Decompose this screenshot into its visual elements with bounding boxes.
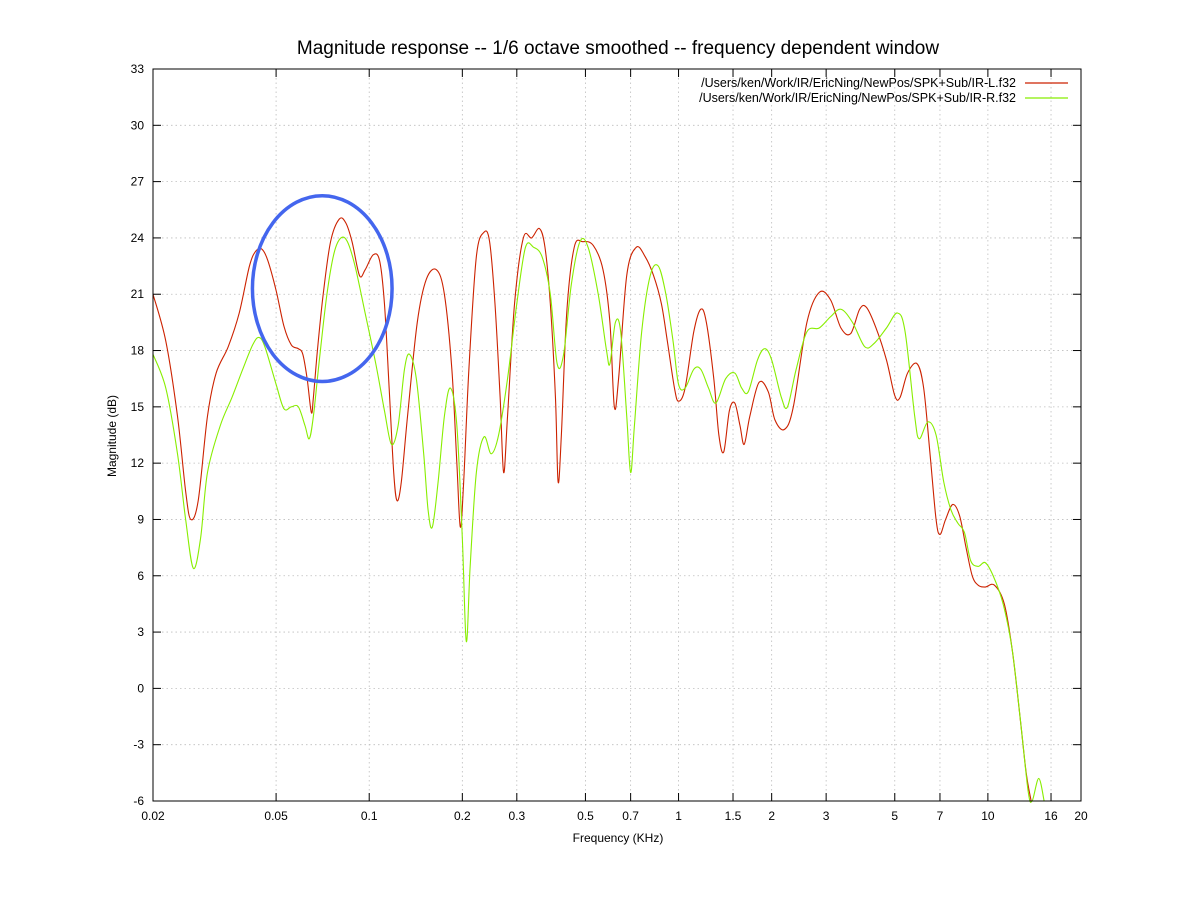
y-tick-label: 0 xyxy=(137,681,144,695)
y-tick-label: 18 xyxy=(131,344,145,358)
y-tick-label: 3 xyxy=(137,625,144,639)
legend-label: /Users/ken/Work/IR/EricNing/NewPos/SPK+S… xyxy=(701,76,1016,90)
y-tick-label: 30 xyxy=(131,118,145,132)
y-tick-label: 6 xyxy=(137,569,144,583)
x-tick-label: 10 xyxy=(981,809,995,823)
x-tick-label: 0.7 xyxy=(622,809,639,823)
y-tick-label: 15 xyxy=(131,400,145,414)
x-tick-label: 0.1 xyxy=(361,809,378,823)
x-tick-label: 0.3 xyxy=(508,809,525,823)
series-line-left xyxy=(152,217,1032,802)
y-tick-label: -3 xyxy=(133,738,144,752)
y-tick-label: 9 xyxy=(137,512,144,526)
x-tick-label: 16 xyxy=(1044,809,1058,823)
y-tick-label: 21 xyxy=(131,287,145,301)
x-tick-label: 7 xyxy=(937,809,944,823)
axis-ticks: 0.02 0.05 0.1 0.2 0.3 0.5 0.7 1 1.5 2 3 5 7 10 16 20333… xyxy=(131,62,1088,823)
series-line-right xyxy=(152,236,1045,803)
chart-title: Magnitude response -- 1/6 octave smoothe… xyxy=(297,38,939,59)
x-tick-label: 0.05 xyxy=(264,809,288,823)
x-tick-label: 0.2 xyxy=(454,809,471,823)
y-tick-label: -6 xyxy=(133,794,144,808)
series-layer xyxy=(152,217,1045,803)
legend-label: /Users/ken/Work/IR/EricNing/NewPos/SPK+S… xyxy=(699,91,1016,105)
x-tick-label: 2 xyxy=(768,809,775,823)
y-tick-label: 12 xyxy=(131,456,145,470)
grid-lines xyxy=(153,69,1081,801)
y-tick-label: 24 xyxy=(131,231,145,245)
legend: /Users/ken/Work/IR/EricNing/NewPos/SPK+S… xyxy=(699,76,1068,105)
y-tick-label: 27 xyxy=(131,175,145,189)
x-tick-label: 0.02 xyxy=(141,809,165,823)
x-tick-label: 1 xyxy=(675,809,682,823)
y-tick-label: 33 xyxy=(131,62,145,76)
x-tick-label: 1.5 xyxy=(725,809,742,823)
annotation-layer xyxy=(250,193,394,384)
x-tick-label: 3 xyxy=(823,809,830,823)
y-axis-label: Magnitude (dB) xyxy=(105,395,119,477)
x-tick-label: 0.5 xyxy=(577,809,594,823)
highlight-ellipse xyxy=(250,193,394,384)
x-axis-label: Frequency (KHz) xyxy=(573,831,664,845)
plot-frame xyxy=(152,68,1082,802)
x-tick-label: 5 xyxy=(891,809,898,823)
x-tick-label: 20 xyxy=(1074,809,1088,823)
